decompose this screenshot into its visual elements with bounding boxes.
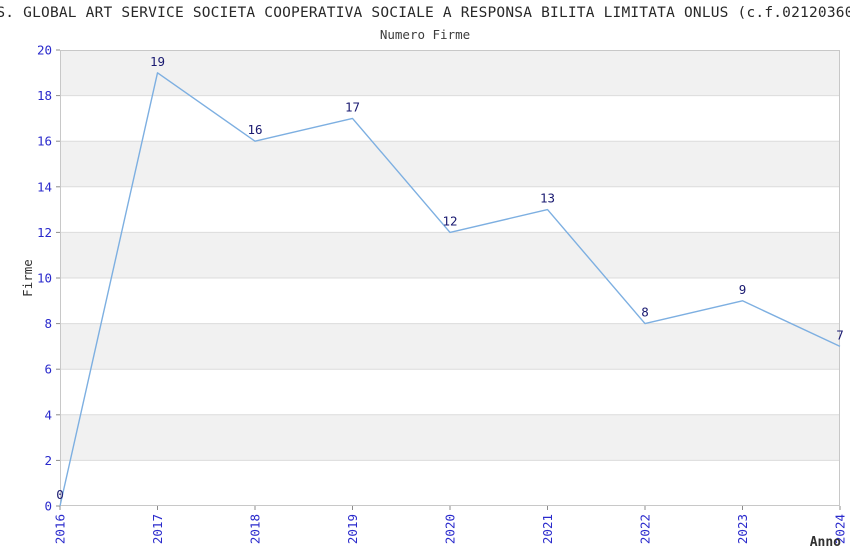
data-point-label: 13 bbox=[540, 191, 555, 206]
plot-band bbox=[60, 323, 840, 370]
data-line bbox=[59, 72, 841, 507]
y-tick-label: 14 bbox=[37, 179, 52, 194]
y-tick-label: 20 bbox=[37, 43, 52, 58]
x-tick-label: 2016 bbox=[53, 514, 68, 544]
y-axis-label: Firme bbox=[20, 259, 35, 297]
x-axis-label: Anno bbox=[810, 535, 841, 550]
x-tick-label: 2022 bbox=[638, 514, 653, 544]
x-tick-label: 2018 bbox=[248, 514, 263, 544]
data-point-label: 8 bbox=[641, 305, 649, 320]
y-tick-label: 16 bbox=[37, 134, 52, 149]
plot-band bbox=[60, 141, 840, 187]
y-tick-label: 6 bbox=[44, 362, 52, 377]
data-point-label: 9 bbox=[739, 282, 747, 297]
chart-subtitle: Numero Firme bbox=[379, 27, 471, 42]
x-tick-label: 2017 bbox=[150, 514, 165, 544]
y-tick-label: 8 bbox=[44, 316, 52, 331]
data-point-label: 16 bbox=[247, 122, 262, 137]
data-point-label: 0 bbox=[56, 487, 64, 502]
y-tick-label: 0 bbox=[44, 499, 52, 514]
y-tick-label: 2 bbox=[44, 453, 52, 468]
y-tick-label: 10 bbox=[37, 271, 52, 286]
data-point-label: 7 bbox=[836, 327, 844, 342]
plot-band bbox=[60, 232, 840, 278]
x-tick-label: 2021 bbox=[540, 514, 555, 544]
plot-band bbox=[60, 50, 840, 96]
data-point-label: 17 bbox=[345, 99, 360, 114]
plot-band bbox=[60, 414, 840, 461]
x-tick-label: 2019 bbox=[345, 514, 360, 544]
y-tick-label: 12 bbox=[37, 225, 52, 240]
data-point-label: 19 bbox=[150, 54, 165, 69]
x-tick-label: 2024 bbox=[833, 514, 848, 544]
data-point-label: 12 bbox=[442, 213, 457, 228]
y-tick-label: 18 bbox=[37, 88, 52, 103]
x-tick-label: 2020 bbox=[443, 514, 458, 544]
chart-title: S. GLOBAL ART SERVICE SOCIETA COOPERATIV… bbox=[0, 5, 850, 21]
y-tick-label: 4 bbox=[44, 407, 52, 422]
plot-area bbox=[60, 50, 840, 506]
x-tick-label: 2023 bbox=[735, 514, 750, 544]
